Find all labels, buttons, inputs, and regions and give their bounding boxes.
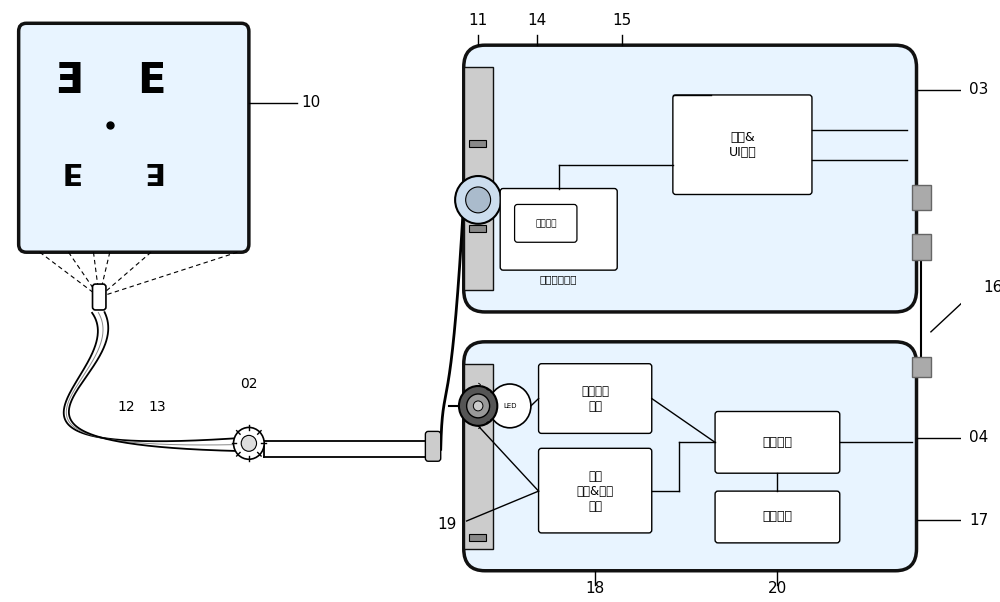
Text: 11: 11 — [469, 13, 488, 28]
Text: 测光模块: 测光模块 — [535, 219, 557, 228]
FancyBboxPatch shape — [715, 491, 840, 543]
Circle shape — [241, 435, 257, 452]
Text: 12: 12 — [117, 400, 135, 414]
Text: 17: 17 — [969, 513, 989, 528]
Circle shape — [489, 384, 531, 428]
FancyBboxPatch shape — [93, 284, 106, 310]
Text: 20: 20 — [768, 581, 787, 595]
Text: 亮度
调节&开关
单元: 亮度 调节&开关 单元 — [577, 470, 614, 513]
Text: 13: 13 — [148, 400, 166, 414]
FancyBboxPatch shape — [715, 412, 840, 473]
FancyBboxPatch shape — [464, 45, 917, 312]
Circle shape — [467, 394, 490, 418]
FancyBboxPatch shape — [515, 205, 577, 242]
Circle shape — [455, 176, 501, 224]
Text: Ǝ: Ǝ — [54, 60, 83, 102]
FancyBboxPatch shape — [425, 432, 441, 461]
Bar — [469, 140, 486, 146]
Text: 控制单元: 控制单元 — [762, 436, 792, 449]
Circle shape — [466, 187, 491, 213]
FancyBboxPatch shape — [539, 364, 652, 433]
Circle shape — [459, 386, 497, 426]
FancyBboxPatch shape — [19, 23, 249, 252]
Text: 存储模块: 存储模块 — [762, 510, 792, 524]
Circle shape — [234, 427, 264, 459]
FancyBboxPatch shape — [673, 95, 812, 194]
Bar — [469, 185, 486, 192]
FancyBboxPatch shape — [464, 342, 917, 571]
Bar — [912, 234, 931, 260]
Bar — [464, 67, 493, 290]
Text: 02: 02 — [240, 377, 258, 391]
Text: E: E — [141, 156, 161, 185]
Circle shape — [473, 401, 483, 411]
Bar — [469, 225, 486, 232]
Text: 16: 16 — [984, 279, 1000, 294]
Text: Ǝ: Ǝ — [58, 156, 79, 185]
Text: 03: 03 — [969, 82, 989, 98]
FancyBboxPatch shape — [539, 448, 652, 533]
Text: E: E — [137, 60, 165, 102]
Text: 10: 10 — [302, 96, 321, 110]
Bar — [912, 357, 931, 377]
Text: 光源驱动
单元: 光源驱动 单元 — [581, 385, 609, 412]
Text: 19: 19 — [438, 518, 457, 532]
Text: 14: 14 — [527, 13, 546, 28]
Bar — [912, 185, 931, 211]
Text: 控制&
UI单元: 控制& UI单元 — [729, 131, 756, 159]
Bar — [464, 364, 493, 549]
Bar — [469, 534, 486, 541]
Text: 04: 04 — [969, 430, 989, 445]
Text: 15: 15 — [612, 13, 632, 28]
FancyBboxPatch shape — [500, 188, 617, 270]
Text: LED: LED — [503, 403, 517, 409]
Text: 图像处理单元: 图像处理单元 — [540, 274, 577, 284]
Text: 18: 18 — [586, 581, 605, 595]
